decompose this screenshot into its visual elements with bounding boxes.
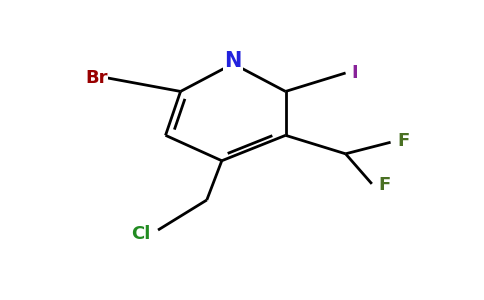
Text: Br: Br	[85, 69, 107, 87]
Text: N: N	[225, 51, 242, 71]
Text: Cl: Cl	[132, 224, 151, 242]
Text: F: F	[397, 132, 410, 150]
Text: F: F	[379, 176, 391, 194]
Text: I: I	[352, 64, 358, 82]
